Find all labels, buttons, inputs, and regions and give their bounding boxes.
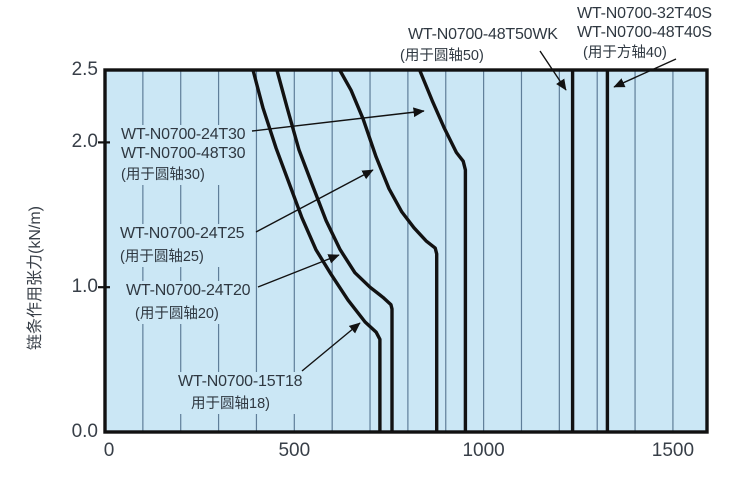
model-label-40s: WT-N0700-32T40S WT-N0700-48T40S (用于方轴40) xyxy=(577,4,712,63)
x-tick-label-0: 0 xyxy=(103,440,115,461)
leader-arrow-0 xyxy=(251,107,425,132)
model-label-15t18: WT-N0700-15T18 用于圆轴18) xyxy=(175,372,306,414)
x-tick-label-500: 500 xyxy=(278,440,311,461)
model-name: WT-N0700-24T20 xyxy=(126,282,251,299)
shaft-note: (用于方轴40) xyxy=(583,45,667,61)
model-name: WT-N0700-24T30 xyxy=(121,126,246,143)
y-axis-title: 链条作用张力(kN/m) xyxy=(27,206,44,350)
model-name: WT-N0700-48T40S xyxy=(577,24,712,41)
shaft-note: (用于圆轴50) xyxy=(400,48,484,64)
leader-arrow-5 xyxy=(613,58,677,88)
model-name: WT-N0700-48T30 xyxy=(121,145,246,162)
model-label-24t25: WT-N0700-24T25 (用于圆轴25) xyxy=(117,224,248,267)
model-label-24t30-48t30: WT-N0700-24T30 WT-N0700-48T30 (用于圆轴30) xyxy=(118,125,249,185)
model-label-48t50wk: WT-N0700-48T50WK (用于圆轴50) xyxy=(400,25,558,66)
leader-arrow-1 xyxy=(255,169,374,233)
leader-arrow-2 xyxy=(257,254,340,288)
model-name: WT-N0700-24T25 xyxy=(120,225,245,242)
y-tick-label-2.5: 2.5 xyxy=(71,59,98,80)
shaft-note: (用于圆轴25) xyxy=(120,249,204,265)
model-name: WT-N0700-32T40S xyxy=(577,5,712,22)
leader-arrow-3 xyxy=(301,322,361,372)
shaft-note: (用于圆轴20) xyxy=(135,306,219,322)
y-tick-label-0.0: 0.0 xyxy=(71,421,98,442)
y-tick-label-1.0: 1.0 xyxy=(71,276,98,298)
curve-2-WT-N0700-24T25 xyxy=(338,69,439,432)
shaft-note: 用于圆轴18) xyxy=(191,396,270,412)
x-tick-label-1000: 1000 xyxy=(462,440,505,461)
curve-3-WT-N0700-24T30 xyxy=(418,69,468,432)
y-tick-label-2.0: 2.0 xyxy=(71,131,98,153)
model-name: WT-N0700-48T50WK xyxy=(408,26,558,43)
shaft-note: (用于圆轴30) xyxy=(121,167,205,183)
model-label-24t20: WT-N0700-24T20 (用于圆轴20) xyxy=(123,281,254,324)
model-name: WT-N0700-15T18 xyxy=(178,373,303,390)
x-tick-label-1500: 1500 xyxy=(651,440,695,461)
